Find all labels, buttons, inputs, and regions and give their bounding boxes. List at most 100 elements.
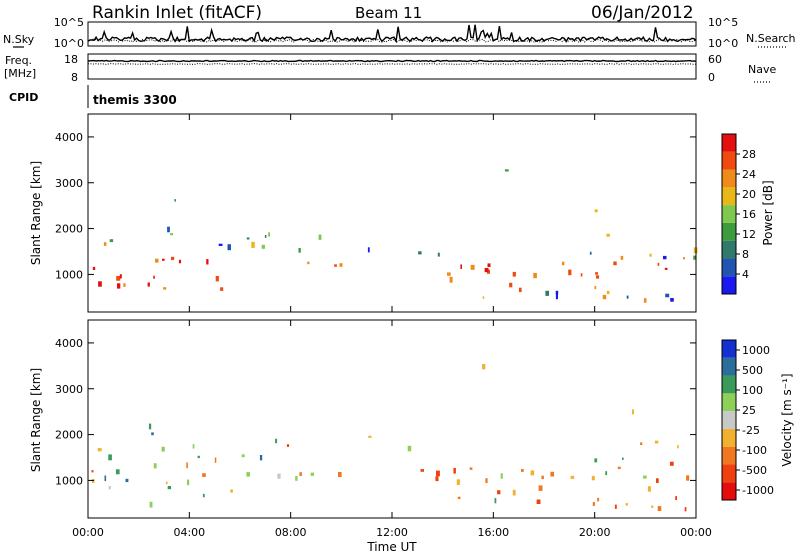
- echo-cell: [109, 239, 114, 243]
- echo-cell: [214, 457, 217, 463]
- echo-cell: [206, 259, 209, 265]
- colorbar-tick-label: 100: [742, 384, 763, 397]
- echo-cell: [153, 275, 155, 279]
- echo-cell: [418, 251, 422, 255]
- echo-cell: [617, 466, 621, 470]
- echo-cell: [561, 261, 565, 266]
- echo-cell: [545, 290, 549, 296]
- echo-cell: [310, 472, 314, 476]
- echo-cell: [594, 458, 598, 463]
- echo-cell: [626, 295, 629, 299]
- echo-cell: [541, 475, 544, 480]
- colorbar-swatch: [722, 357, 736, 376]
- echo-cell: [115, 469, 120, 475]
- echo-cell: [117, 283, 121, 289]
- beam-title: Beam 11: [355, 4, 422, 22]
- echo-cell: [456, 479, 460, 485]
- echo-cell: [591, 475, 595, 481]
- echo-cell: [693, 255, 697, 260]
- echo-cell: [664, 267, 668, 270]
- echo-cell: [197, 455, 200, 459]
- echo-cell: [246, 237, 250, 240]
- echo-cell: [261, 244, 265, 249]
- echo-cell: [92, 266, 96, 270]
- echo-cell: [227, 244, 231, 251]
- echo-cell: [555, 290, 559, 295]
- colorbar-tick-label: 28: [742, 148, 756, 161]
- echo-cell: [108, 454, 112, 461]
- colorbar-swatch: [722, 393, 736, 412]
- colorbar-swatch: [722, 428, 736, 447]
- echo-cell: [246, 472, 250, 477]
- echo-cell: [453, 467, 456, 474]
- echo-cell: [171, 256, 175, 260]
- nsky-label: N.Sky: [3, 33, 35, 46]
- nave-right-tick-bottom: 0: [708, 71, 715, 84]
- date-title: 06/Jan/2012: [591, 3, 694, 23]
- colorbar-tick-label: 8: [742, 248, 749, 261]
- colorbar-swatch: [722, 222, 736, 241]
- echo-cell: [670, 298, 674, 302]
- echo-cell: [125, 478, 129, 483]
- echo-cell: [589, 251, 592, 255]
- nave-right-tick-top: 60: [708, 53, 722, 66]
- y-tick-label: 1000: [55, 268, 83, 281]
- velocity-panel: 1000 2000 3000 4000 00:00 04:00 08:00 12:00 16:0…: [29, 319, 794, 554]
- y-tick-label: 4000: [55, 131, 83, 144]
- echo-cell: [104, 475, 107, 482]
- echo-cell: [484, 268, 489, 273]
- velocity-ylabel: Slant Range [km]: [29, 368, 43, 472]
- echo-cell: [519, 287, 522, 293]
- echo-cell: [368, 435, 372, 438]
- y-tick-label: 1000: [55, 474, 83, 487]
- echo-cell: [420, 469, 424, 472]
- power-colorbar-label: Power [dB]: [761, 180, 775, 245]
- echo-cell: [97, 448, 102, 452]
- echo-cell: [595, 272, 598, 275]
- echo-cell: [230, 489, 233, 493]
- echo-cell: [187, 479, 190, 486]
- nsky-series: [87, 24, 697, 44]
- freq-left-tick-top: 18: [64, 53, 78, 66]
- echo-cell: [202, 493, 205, 498]
- colorbar-swatch: [722, 258, 736, 277]
- power-colorbar: 4 8 12 16 20 24 28: [721, 133, 756, 295]
- echo-cell: [449, 276, 453, 283]
- colorbar-swatch: [722, 411, 736, 429]
- echo-cell: [555, 293, 558, 300]
- y-tick-label: 3000: [55, 383, 83, 396]
- colorbar-swatch: [722, 375, 736, 394]
- echo-cell: [686, 475, 690, 481]
- echo-cell: [123, 283, 126, 287]
- echo-cell: [277, 473, 281, 479]
- echo-cell: [509, 282, 513, 288]
- velocity-axes: 1000 2000 3000 4000 00:00 04:00 08:00 12:00 16:0…: [55, 320, 712, 539]
- x-tick-label: 00:00: [680, 526, 712, 539]
- echo-cell: [606, 290, 610, 295]
- echo-cell: [299, 472, 302, 476]
- echo-cell: [643, 298, 647, 303]
- echo-cell: [259, 455, 263, 461]
- freq-series: [87, 59, 697, 63]
- echo-cell: [178, 259, 181, 264]
- echo-cell: [103, 242, 107, 246]
- echo-cell: [186, 462, 188, 469]
- echo-cell: [91, 470, 94, 473]
- colorbar-tick-label: 500: [742, 364, 763, 377]
- colorbar-tick-label: 16: [742, 208, 756, 221]
- x-tick-label: 04:00: [173, 526, 205, 539]
- cpid-panel: CPID themis 3300: [9, 85, 177, 108]
- x-tick-label: 12:00: [376, 526, 408, 539]
- echo-cell: [570, 475, 575, 479]
- echo-cell: [338, 472, 342, 477]
- colorbar-tick-label: -500: [742, 464, 767, 477]
- nsearch-label: N.Search: [746, 32, 796, 45]
- velocity-plot-background: [88, 320, 696, 518]
- echo-cell: [614, 504, 617, 509]
- echo-cell: [530, 470, 535, 476]
- nsky-right-tick-bottom: 10^0: [708, 37, 738, 50]
- power-ylabel: Slant Range [km]: [29, 161, 43, 265]
- colorbar-frame: [721, 339, 737, 501]
- colorbar-swatch: [722, 169, 736, 188]
- echo-cell: [165, 481, 168, 485]
